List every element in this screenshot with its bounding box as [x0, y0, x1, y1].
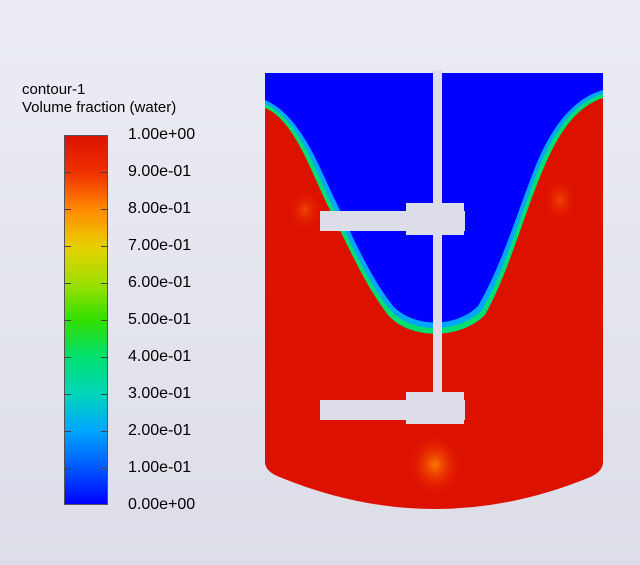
- colorbar-label: 5.00e-01: [128, 311, 192, 328]
- colorbar-tick-left: [64, 431, 71, 432]
- colorbar-tick-left: [64, 357, 71, 358]
- colorbar-label: 0.00e+00: [128, 496, 196, 513]
- colorbar-label: 2.00e-01: [128, 422, 192, 439]
- colorbar-tick-right: [101, 172, 108, 173]
- mixing-hotspot: [542, 178, 578, 222]
- colorbar-label: 8.00e-01: [128, 200, 192, 217]
- colorbar-label: 6.00e-01: [128, 274, 192, 291]
- colorbar-label: 1.00e-01: [128, 459, 192, 476]
- colorbar-tick-right: [101, 394, 108, 395]
- colorbar-tick-left: [64, 246, 71, 247]
- colorbar-tick-right: [101, 468, 108, 469]
- colorbar-tick-left: [64, 468, 71, 469]
- colorbar-tick-right: [101, 357, 108, 358]
- colorbar-tick-right: [101, 431, 108, 432]
- mixing-hotspot: [407, 433, 463, 497]
- colorbar-tick-right: [101, 283, 108, 284]
- colorbar-label: 4.00e-01: [128, 348, 192, 365]
- colorbar-tick-left: [64, 209, 71, 210]
- impeller-shaft: [320, 70, 465, 424]
- contour-plot: [265, 70, 603, 509]
- colorbar-tick-right: [101, 320, 108, 321]
- mixing-hotspot: [287, 188, 323, 232]
- colorbar-label: 3.00e-01: [128, 385, 192, 402]
- colorbar-label: 7.00e-01: [128, 237, 192, 254]
- colorbar-tick-left: [64, 394, 71, 395]
- colorbar-label: 9.00e-01: [128, 163, 192, 180]
- colorbar-label: 1.00e+00: [128, 126, 196, 143]
- colorbar-tick-left: [64, 283, 71, 284]
- colorbar-tick-right: [101, 209, 108, 210]
- colorbar-tick-left: [64, 320, 71, 321]
- colorbar-tick-left: [64, 172, 71, 173]
- legend-title-line1: contour-1: [22, 81, 86, 98]
- colorbar-tick-right: [101, 246, 108, 247]
- legend-title-line2: Volume fraction (water): [22, 99, 177, 116]
